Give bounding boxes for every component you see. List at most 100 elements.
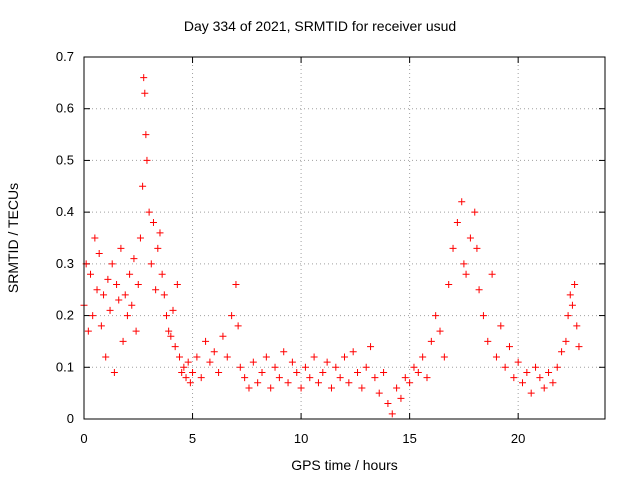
- data-point: [141, 89, 149, 97]
- data-point: [143, 156, 151, 164]
- data-point: [473, 244, 481, 252]
- data-point: [271, 363, 279, 371]
- y-tick-label: 0.6: [56, 101, 74, 116]
- data-point: [280, 348, 288, 356]
- data-point: [165, 327, 173, 335]
- data-point: [275, 374, 283, 382]
- data-point: [128, 301, 136, 309]
- data-point: [458, 198, 466, 206]
- data-point: [336, 374, 344, 382]
- data-point: [419, 353, 427, 361]
- data-point: [258, 368, 266, 376]
- data-point: [210, 348, 218, 356]
- data-point: [558, 348, 566, 356]
- data-point: [206, 358, 214, 366]
- data-point: [484, 337, 492, 345]
- data-point: [310, 353, 318, 361]
- data-point: [142, 131, 150, 139]
- data-point: [397, 394, 405, 402]
- data-point: [288, 358, 296, 366]
- data-point: [497, 322, 505, 330]
- data-points: [80, 74, 583, 418]
- data-point: [306, 374, 314, 382]
- data-point: [327, 384, 335, 392]
- data-point: [121, 291, 129, 299]
- data-point: [152, 286, 160, 294]
- data-point: [149, 218, 157, 226]
- data-point: [345, 379, 353, 387]
- data-point: [332, 363, 340, 371]
- data-point: [156, 229, 164, 237]
- data-point: [140, 74, 148, 82]
- data-point: [241, 374, 249, 382]
- data-point: [91, 234, 99, 242]
- data-point: [87, 270, 95, 278]
- data-point: [423, 374, 431, 382]
- data-point: [108, 260, 116, 268]
- data-point: [219, 332, 227, 340]
- data-point: [380, 368, 388, 376]
- y-tick-label: 0.2: [56, 308, 74, 323]
- data-point: [427, 337, 435, 345]
- data-point: [475, 286, 483, 294]
- data-point: [479, 312, 487, 320]
- data-point: [514, 358, 522, 366]
- data-point: [189, 368, 197, 376]
- data-point: [371, 374, 379, 382]
- data-point: [154, 244, 162, 252]
- data-point: [445, 281, 453, 289]
- data-point: [488, 270, 496, 278]
- data-point: [553, 363, 561, 371]
- data-point: [100, 291, 108, 299]
- data-point: [453, 218, 461, 226]
- data-point: [414, 368, 422, 376]
- data-point: [110, 368, 118, 376]
- grid-lines: [84, 57, 605, 419]
- data-point: [575, 343, 583, 351]
- data-point: [566, 291, 574, 299]
- data-point: [180, 363, 188, 371]
- y-tick-label: 0: [67, 411, 74, 426]
- data-point: [173, 281, 181, 289]
- data-point: [93, 286, 101, 294]
- data-point: [106, 306, 114, 314]
- data-point: [388, 410, 396, 418]
- data-point: [466, 234, 474, 242]
- data-point: [471, 208, 479, 216]
- data-point: [362, 363, 370, 371]
- data-point: [169, 306, 177, 314]
- data-point: [119, 337, 127, 345]
- data-point: [323, 358, 331, 366]
- y-tick-label: 0.3: [56, 256, 74, 271]
- data-point: [228, 312, 236, 320]
- data-point: [176, 353, 184, 361]
- data-point: [505, 343, 513, 351]
- data-point: [545, 368, 553, 376]
- data-point: [97, 322, 105, 330]
- data-point: [293, 368, 301, 376]
- data-point: [573, 322, 581, 330]
- data-point: [254, 379, 262, 387]
- data-point: [245, 384, 253, 392]
- data-point: [202, 337, 210, 345]
- data-point: [236, 363, 244, 371]
- data-point: [186, 379, 194, 387]
- data-point: [349, 348, 357, 356]
- data-point: [301, 363, 309, 371]
- data-point: [532, 363, 540, 371]
- x-tick-label: 20: [511, 431, 525, 446]
- data-point: [162, 312, 170, 320]
- data-point: [158, 270, 166, 278]
- data-point: [406, 379, 414, 387]
- data-point: [527, 389, 535, 397]
- data-point: [132, 327, 140, 335]
- data-point: [113, 281, 121, 289]
- y-tick-label: 0.7: [56, 49, 74, 64]
- x-tick-label: 10: [294, 431, 308, 446]
- data-point: [510, 374, 518, 382]
- data-point: [130, 255, 138, 263]
- data-point: [314, 379, 322, 387]
- data-point: [432, 312, 440, 320]
- data-point: [232, 281, 240, 289]
